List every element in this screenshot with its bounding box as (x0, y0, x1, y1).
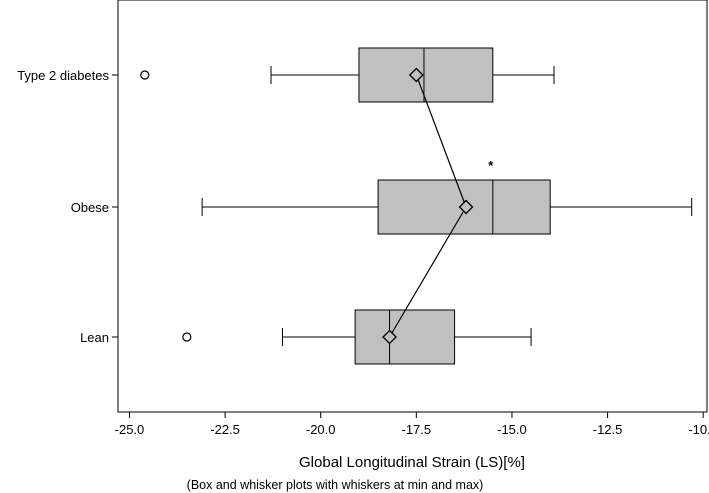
x-tick-label: -15.0 (497, 422, 527, 437)
iqr-box (354, 309, 456, 365)
iqr-box (377, 179, 551, 235)
mean-marker (458, 199, 474, 215)
x-tick-label: -10.0 (688, 422, 709, 437)
mean-connector (382, 67, 474, 345)
outlier-point (140, 70, 150, 80)
y-category-label: Lean (80, 330, 109, 345)
box-series: * (140, 47, 693, 365)
mean-marker (382, 329, 397, 345)
significance-marker: * (488, 158, 494, 173)
iqr-box (358, 47, 494, 103)
x-tick-label: -17.5 (402, 422, 432, 437)
chart-caption: (Box and whisker plots with whiskers at … (187, 478, 484, 492)
x-tick-label: -22.5 (210, 422, 240, 437)
mean-marker (408, 67, 424, 83)
y-category-label: Type 2 diabetes (17, 68, 109, 83)
y-axis-categories: Type 2 diabetes Obese Lean (17, 68, 118, 345)
y-category-label: Obese (71, 200, 109, 215)
x-axis-ticks: -25.0 -22.5 -20.0 -17.5 -15.0 -12.5 -10.0 (115, 412, 709, 437)
x-tick-label: -20.0 (306, 422, 336, 437)
x-tick-label: -12.5 (593, 422, 623, 437)
box-group: * (201, 158, 693, 235)
box-group (140, 47, 555, 103)
x-axis-label: Global Longitudinal Strain (LS)[%] (299, 454, 525, 471)
outlier-point (182, 332, 192, 342)
x-tick-label: -25.0 (115, 422, 145, 437)
